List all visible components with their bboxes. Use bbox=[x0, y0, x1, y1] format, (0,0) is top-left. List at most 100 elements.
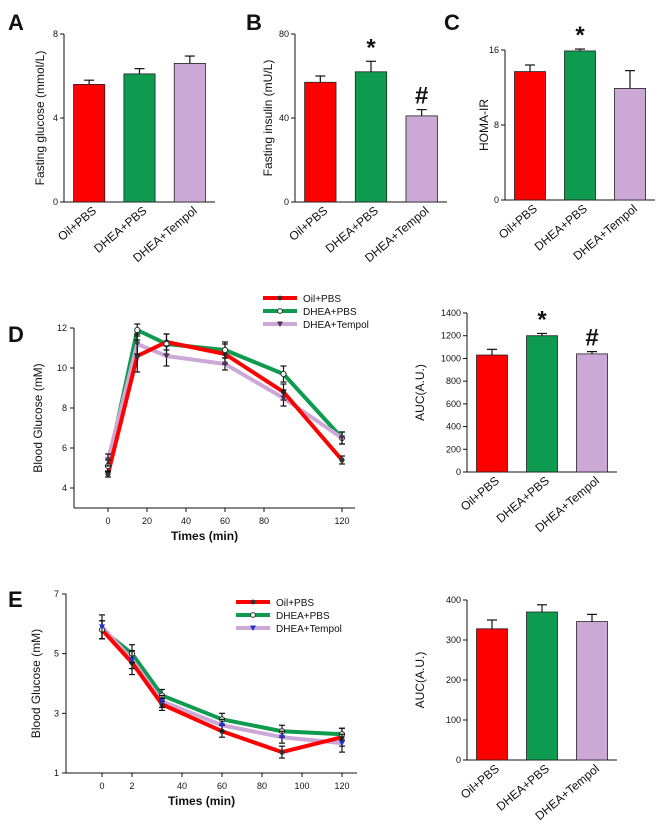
bar bbox=[405, 115, 438, 203]
x-tick-label: 20 bbox=[142, 516, 152, 526]
x-tick-label: 100 bbox=[294, 781, 309, 791]
bar bbox=[476, 354, 508, 473]
legend-marker bbox=[277, 321, 283, 327]
data-point bbox=[163, 353, 170, 359]
y-tick-label: 0 bbox=[53, 197, 58, 207]
significance-mark: * bbox=[366, 34, 376, 61]
bar bbox=[354, 71, 388, 203]
y-tick-label: 1 bbox=[54, 768, 59, 778]
chart-fasting-insulin: 04080Oil+PBS*DHEA+PBS#DHEA+TempolFasting… bbox=[261, 29, 447, 265]
y-tick-label: 0 bbox=[456, 467, 461, 477]
x-tick-label: 60 bbox=[220, 516, 230, 526]
category-label: Oil+PBS bbox=[286, 204, 330, 244]
y-axis-label: Fasting glucose (mmol/L) bbox=[33, 51, 47, 186]
data-point bbox=[222, 361, 228, 367]
chart-gtt-auc: 0200400600800100012001400Oil+PBS*DHEA+PB… bbox=[413, 306, 617, 535]
bar bbox=[614, 88, 646, 201]
data-point bbox=[99, 624, 105, 630]
chart-itt-auc: 0100200300400Oil+PBSDHEA+PBSDHEA+TempolA… bbox=[413, 595, 617, 823]
y-tick-label: 0 bbox=[284, 197, 289, 207]
chart-itt-curve: 1 3 5 7 0 2 40 60 80 100 120 Times (min) Blood Gluco… bbox=[29, 589, 357, 808]
legend-marker bbox=[250, 612, 256, 618]
legend-label: DHEA+Tempol bbox=[276, 624, 342, 635]
x-axis-label: Times (min) bbox=[171, 529, 238, 543]
y-tick-label: 600 bbox=[446, 399, 461, 409]
significance-mark: * bbox=[537, 306, 547, 333]
bar bbox=[476, 628, 508, 761]
y-tick-label: 3 bbox=[54, 708, 59, 718]
y-tick-label: 1400 bbox=[441, 308, 461, 318]
y-axis-label: AUC(A.U.) bbox=[413, 364, 427, 421]
y-tick-label: 800 bbox=[446, 376, 461, 386]
y-tick-label: 16 bbox=[489, 45, 499, 55]
y-tick-label: 8 bbox=[62, 403, 67, 413]
legend-label: Oil+PBS bbox=[303, 294, 341, 305]
data-point bbox=[134, 341, 141, 347]
y-tick-label: 7 bbox=[54, 589, 59, 599]
y-tick-label: 6 bbox=[62, 443, 67, 453]
x-tick-label: 0 bbox=[99, 781, 104, 791]
y-tick-label: 200 bbox=[446, 675, 461, 685]
y-axis-label: Blood Glucose (mM) bbox=[29, 629, 43, 738]
legend-label: Oil+PBS bbox=[276, 598, 314, 609]
panel-label-b: B bbox=[246, 10, 262, 35]
significance-mark: # bbox=[585, 325, 598, 352]
data-point bbox=[105, 457, 111, 463]
x-tick-label: 40 bbox=[177, 781, 187, 791]
series-line bbox=[106, 340, 344, 475]
category-label: Oil+PBS bbox=[496, 202, 540, 242]
series-line bbox=[100, 628, 343, 755]
y-tick-label: 4 bbox=[53, 113, 58, 123]
bar bbox=[526, 335, 558, 473]
data-point bbox=[339, 435, 345, 441]
legend-label: DHEA+PBS bbox=[303, 307, 357, 318]
x-tick-label: 80 bbox=[257, 781, 267, 791]
panel-label-c: C bbox=[444, 10, 460, 35]
legend-label: DHEA+PBS bbox=[276, 611, 330, 622]
x-tick-label: 120 bbox=[334, 516, 349, 526]
y-tick-label: 40 bbox=[279, 113, 289, 123]
x-tick-label: 80 bbox=[259, 516, 269, 526]
x-tick-label: 0 bbox=[105, 516, 110, 526]
panel-label-a: A bbox=[8, 10, 24, 35]
panel-label-d: D bbox=[8, 322, 24, 347]
y-tick-label: 1200 bbox=[441, 331, 461, 341]
significance-mark: # bbox=[415, 83, 428, 110]
y-tick-label: 1000 bbox=[441, 353, 461, 363]
series-line bbox=[100, 625, 343, 746]
data-point bbox=[221, 346, 229, 354]
data-point bbox=[159, 698, 165, 705]
y-tick-label: 8 bbox=[53, 29, 58, 39]
series-line bbox=[100, 628, 343, 737]
data-point bbox=[279, 749, 285, 755]
data-point bbox=[339, 740, 345, 747]
data-point bbox=[279, 734, 285, 741]
category-label: Oil+PBS bbox=[55, 204, 99, 244]
y-tick-label: 80 bbox=[279, 29, 289, 39]
legend-marker bbox=[277, 295, 283, 301]
bar bbox=[514, 71, 546, 201]
legend-marker bbox=[250, 625, 256, 631]
panel-label-e: E bbox=[8, 587, 23, 612]
y-axis-label: Fasting insulin (mU/L) bbox=[261, 60, 275, 177]
data-point bbox=[280, 395, 287, 401]
bar bbox=[564, 50, 596, 201]
bar bbox=[173, 63, 206, 203]
y-axis-label: AUC(A.U.) bbox=[413, 652, 427, 709]
bar bbox=[123, 73, 156, 203]
bar bbox=[576, 621, 608, 761]
y-tick-label: 400 bbox=[446, 422, 461, 432]
y-tick-label: 100 bbox=[446, 715, 461, 725]
x-tick-label: 60 bbox=[217, 781, 227, 791]
significance-mark: * bbox=[575, 22, 585, 49]
data-point bbox=[219, 722, 225, 729]
bar bbox=[73, 84, 106, 203]
legend-label: DHEA+Tempol bbox=[303, 320, 369, 331]
y-tick-label: 200 bbox=[446, 444, 461, 454]
data-point bbox=[129, 657, 135, 663]
y-tick-label: 8 bbox=[494, 120, 499, 130]
